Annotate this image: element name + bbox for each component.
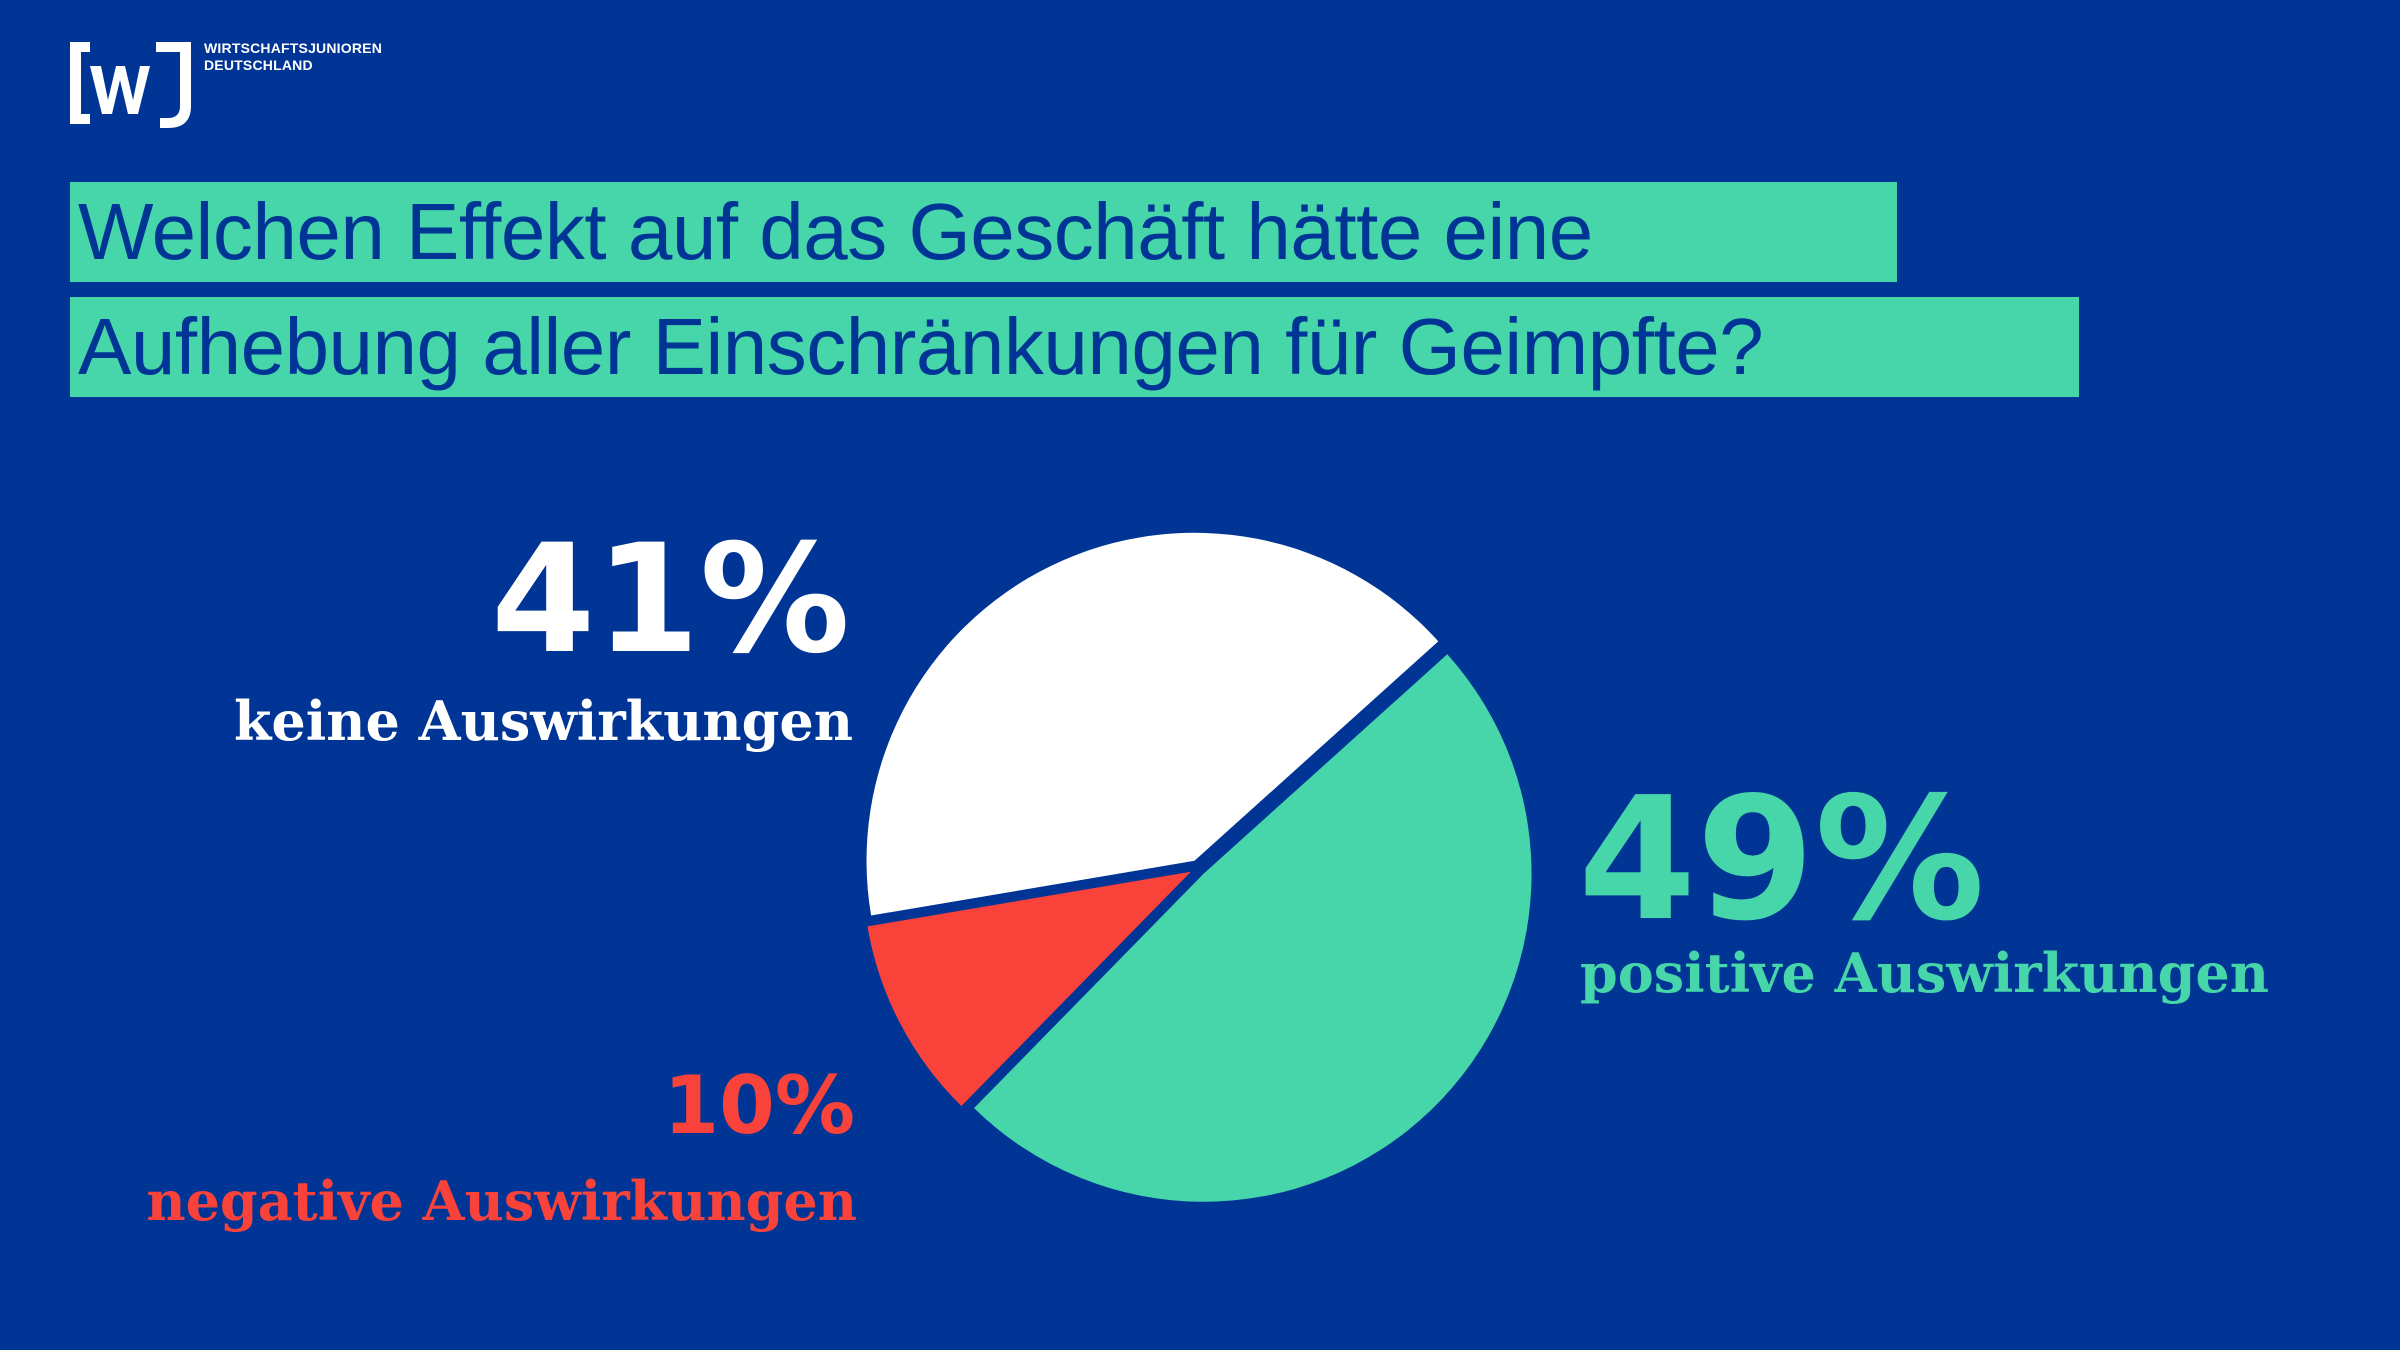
slice-label-negative: negative Auswirkungen	[146, 1169, 857, 1233]
slice-label-keine: keine Auswirkungen	[233, 689, 853, 753]
brand-name: WIRTSCHAFTSJUNIOREN DEUTSCHLAND	[204, 40, 382, 74]
slice-keine	[866, 532, 1439, 916]
slice-label-positive: positive Auswirkungen	[1580, 941, 2270, 1005]
wj-logo-icon	[70, 42, 191, 128]
headline-line-2: Aufhebung aller Einschränkungen für Geim…	[70, 297, 2079, 397]
slice-percentage-keine: 41%	[490, 513, 850, 687]
slice-positive	[974, 654, 1532, 1202]
headline-line-1: Welchen Effekt auf das Geschäft hätte ei…	[70, 182, 1897, 282]
slice-percentage-positive: 49%	[1578, 761, 1985, 959]
brand-line-2: DEUTSCHLAND	[204, 57, 313, 73]
slice-percentage-negative: 10%	[663, 1059, 855, 1152]
slice-negative	[867, 871, 1191, 1107]
brand-line-1: WIRTSCHAFTSJUNIOREN	[204, 40, 383, 56]
